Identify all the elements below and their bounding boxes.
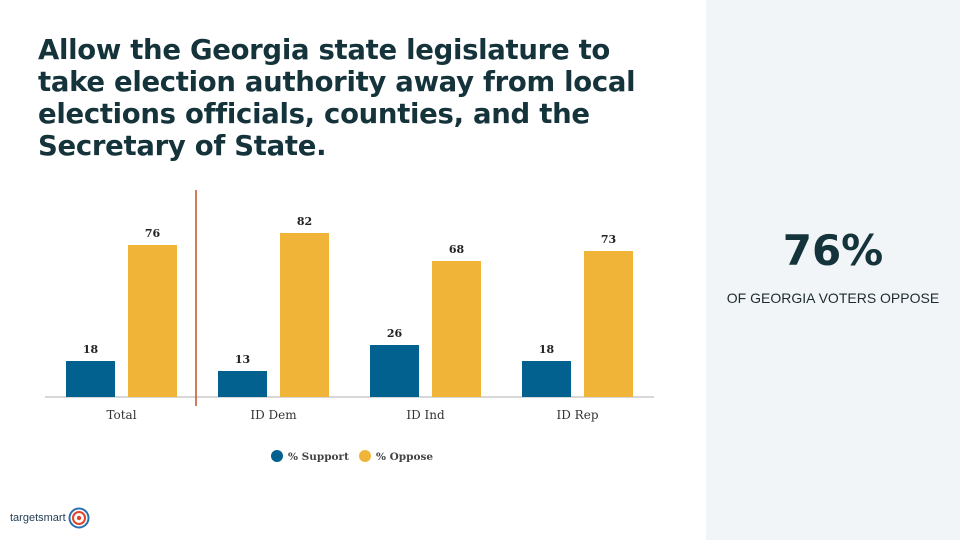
- x-tick-label: ID Dem: [250, 408, 297, 422]
- bar-oppose-id-dem: [280, 233, 329, 397]
- data-label: 76: [145, 227, 161, 240]
- legend-marker-oppose: [359, 450, 371, 462]
- bar-support-id-ind: [370, 345, 419, 397]
- x-tick-label: ID Ind: [406, 408, 445, 422]
- data-label: 82: [297, 215, 312, 228]
- data-label: 68: [449, 243, 465, 256]
- bar-oppose-id-rep: [584, 251, 633, 397]
- legend-label: % Support: [288, 451, 349, 463]
- main-panel: Allow the Georgia state legislature to t…: [10, 34, 654, 529]
- highlight-panel: 76% OF GEORGIA VOTERS OPPOSE: [706, 0, 960, 540]
- data-label: 73: [601, 233, 616, 246]
- target-icon: [68, 507, 90, 529]
- x-tick-label: Total: [106, 408, 136, 422]
- bar-support-total: [66, 361, 115, 397]
- legend-marker-support: [271, 450, 283, 462]
- data-label: 18: [83, 343, 99, 356]
- page-title: Allow the Georgia state legislature to t…: [38, 34, 636, 162]
- logo-text: targetsmart: [10, 512, 66, 524]
- bar-chart: 18 76 Total 13 82 ID Dem 26 68 ID Ind 18 73 ID Rep%…: [45, 190, 654, 463]
- highlight-caption: OF GEORGIA VOTERS OPPOSE: [726, 290, 940, 306]
- legend-label: % Oppose: [376, 451, 433, 463]
- x-tick-label: ID Rep: [557, 408, 599, 422]
- bar-oppose-id-ind: [432, 261, 481, 397]
- brand-logo: targetsmart: [10, 507, 90, 529]
- chart-layer: 18 76 Total 13 82 ID Dem 26 68 ID Ind 18 73 ID Rep%…: [45, 190, 654, 463]
- bar-support-id-dem: [218, 371, 267, 397]
- bar-oppose-total: [128, 245, 177, 397]
- data-label: 13: [235, 353, 250, 366]
- bar-support-id-rep: [522, 361, 571, 397]
- highlight-value: 76%: [782, 226, 884, 275]
- data-label: 18: [539, 343, 555, 356]
- data-label: 26: [387, 327, 403, 340]
